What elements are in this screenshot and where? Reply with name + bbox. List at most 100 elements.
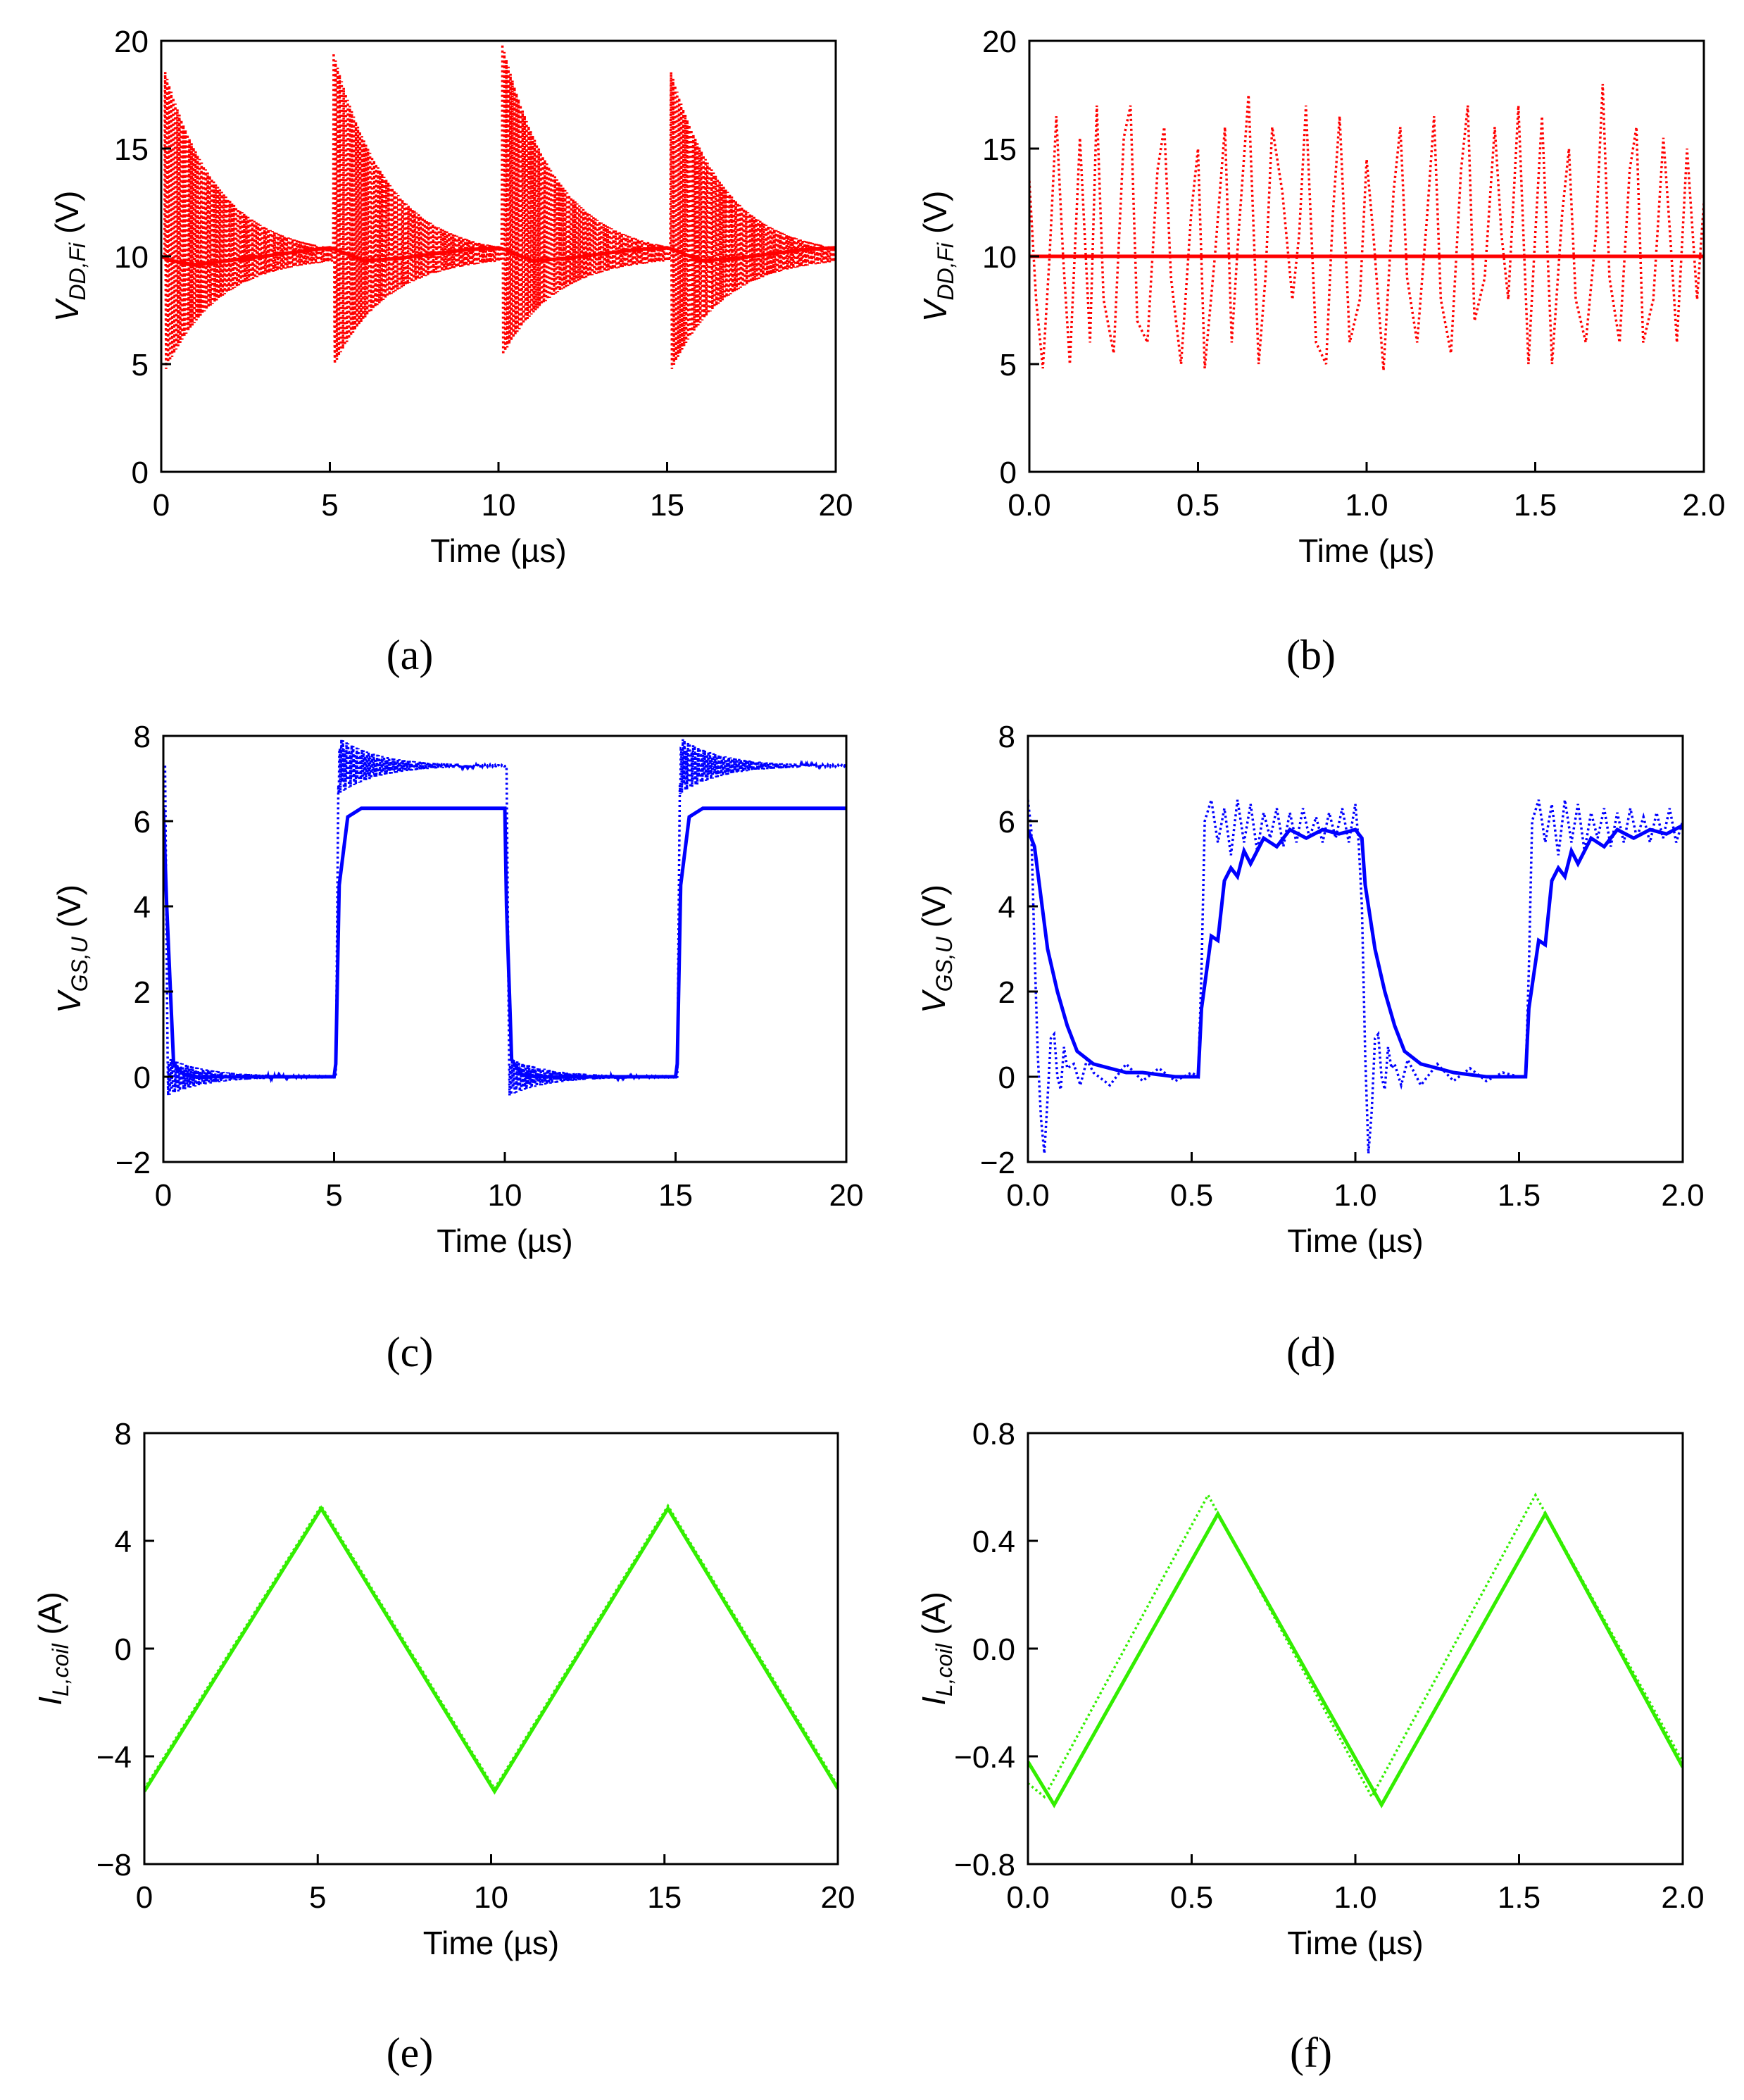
y-tick-label: 4 (998, 890, 1015, 925)
y-axis-title: VGS,U (V) (915, 885, 957, 1013)
x-tick-label: 10 (488, 1178, 522, 1213)
y-tick-label: 0 (1000, 456, 1017, 490)
series-dotted-line (163, 739, 846, 1096)
panel-label-d: (d) (1286, 1329, 1336, 1375)
x-tick-label: 15 (658, 1178, 693, 1213)
y-axis-title: IL,coil (A) (915, 1592, 957, 1706)
svg-text:(a): (a) (387, 632, 434, 678)
svg-text:(e): (e) (387, 2030, 434, 2076)
svg-text:(d): (d) (1286, 1329, 1336, 1375)
series-solid-line (144, 1505, 838, 1795)
panel-label-c: (c) (387, 1329, 434, 1375)
panel-label-e: (e) (387, 2030, 434, 2076)
y-tick-label: 4 (134, 890, 151, 925)
plot-frame (1027, 1432, 1684, 1865)
plot-frame (1027, 735, 1684, 1163)
series-solid-line (1028, 1510, 1683, 1808)
x-tick-label: 1.0 (1345, 488, 1388, 523)
chart-f: 0.0 0.5 1.0 1.5 2.0 −0.8 −0.4 0.0 0.4 0.8 Time (µs… (915, 1417, 1705, 1961)
x-tick-label: 2.0 (1682, 488, 1725, 523)
x-tick-label: 1.0 (1334, 1178, 1376, 1213)
x-tick-label: 20 (821, 1880, 855, 1915)
x-tick-label: 0.5 (1170, 1880, 1213, 1915)
y-tick-label: 0 (115, 1632, 132, 1667)
y-tick-label: −2 (980, 1146, 1015, 1180)
y-tick-label: 2 (998, 975, 1015, 1010)
x-tick-label: 20 (819, 488, 853, 523)
y-tick-label: 10 (982, 240, 1017, 275)
x-tick-label: 5 (321, 488, 338, 523)
y-tick-label: −2 (115, 1146, 151, 1180)
y-tick-label: 6 (998, 805, 1015, 839)
x-axis-title: Time (µs) (1287, 1223, 1423, 1259)
y-tick-label: 0 (998, 1061, 1015, 1095)
plot-frame (143, 1432, 839, 1865)
x-tick-label: 0.0 (1006, 1178, 1049, 1213)
y-tick-label: 0 (132, 456, 149, 490)
y-tick-label: −0.8 (954, 1848, 1015, 1882)
y-tick-label: −0.4 (954, 1740, 1015, 1775)
y-tick-label: 0.0 (972, 1632, 1015, 1667)
svg-text:(f): (f) (1290, 2030, 1332, 2076)
y-tick-label: 0 (134, 1061, 151, 1095)
y-tick-label: 8 (134, 720, 151, 754)
x-axis-title: Time (µs) (1298, 532, 1434, 569)
x-tick-label: 10 (474, 1880, 508, 1915)
series-solid-line (1028, 823, 1683, 1079)
y-axis-title: IL,coil (A) (32, 1592, 73, 1706)
series-dotted-line (1029, 84, 1704, 371)
chart-a: 0 5 10 15 20 0 5 10 15 20 Time (µs) VDD,Fi (V) (49, 25, 853, 569)
series-dotted-line (1028, 1492, 1683, 1800)
y-tick-label: −4 (96, 1740, 132, 1775)
y-tick-label: 0.8 (972, 1417, 1015, 1451)
x-tick-label: 0.0 (1008, 488, 1050, 523)
y-tick-label: 5 (1000, 348, 1017, 382)
x-tick-label: 0 (153, 488, 170, 523)
y-tick-label: 2 (134, 975, 151, 1010)
y-axis-title: VGS,U (V) (51, 885, 92, 1013)
svg-text:(c): (c) (387, 1329, 434, 1375)
x-tick-label: 15 (647, 1880, 682, 1915)
y-tick-label: 6 (134, 805, 151, 839)
y-tick-label: 15 (982, 132, 1017, 167)
x-tick-label: 1.0 (1334, 1880, 1376, 1915)
x-tick-label: 5 (309, 1880, 326, 1915)
series-dotted-line (144, 1503, 838, 1792)
panel-label-b: (b) (1286, 632, 1336, 678)
x-tick-label: 0.5 (1177, 488, 1219, 523)
x-tick-label: 1.5 (1498, 1178, 1541, 1213)
x-tick-label: 2.0 (1661, 1880, 1704, 1915)
y-axis-title: VDD,Fi (V) (49, 191, 90, 323)
y-axis-title: VDD,Fi (V) (917, 191, 958, 323)
panel-label-f: (f) (1290, 2030, 1332, 2076)
y-tick-label: 15 (114, 132, 149, 167)
x-axis-title: Time (µs) (423, 1925, 559, 1961)
y-tick-label: 20 (982, 25, 1017, 59)
plot-frame (162, 735, 848, 1163)
x-tick-label: 10 (482, 488, 516, 523)
series-dotted-line (1028, 799, 1683, 1154)
x-tick-label: 0 (136, 1880, 153, 1915)
x-tick-label: 2.0 (1661, 1178, 1704, 1213)
x-axis-title: Time (µs) (430, 532, 566, 569)
x-tick-label: 5 (325, 1178, 342, 1213)
x-tick-label: 0.0 (1006, 1880, 1049, 1915)
x-tick-label: 1.5 (1514, 488, 1557, 523)
x-tick-label: 0.5 (1170, 1178, 1213, 1213)
chart-b: 0.0 0.5 1.0 1.5 2.0 0 5 10 15 20 Time (µs) VDD,Fi (… (917, 25, 1726, 569)
chart-d: 0.0 0.5 1.0 1.5 2.0 −2 0 2 4 6 8 Time (µs) VGS,U (V) (915, 720, 1705, 1259)
x-axis-title: Time (µs) (437, 1223, 572, 1259)
y-tick-label: 20 (114, 25, 149, 59)
y-tick-label: 5 (132, 348, 149, 382)
x-tick-label: 15 (650, 488, 684, 523)
y-tick-label: 8 (115, 1417, 132, 1451)
x-tick-label: 20 (829, 1178, 864, 1213)
y-tick-label: 10 (114, 240, 149, 275)
x-tick-label: 0 (155, 1178, 172, 1213)
x-axis-title: Time (µs) (1287, 1925, 1423, 1961)
panel-label-a: (a) (387, 632, 434, 678)
y-tick-label: 0.4 (972, 1525, 1015, 1559)
series-solid-line (163, 806, 846, 1079)
